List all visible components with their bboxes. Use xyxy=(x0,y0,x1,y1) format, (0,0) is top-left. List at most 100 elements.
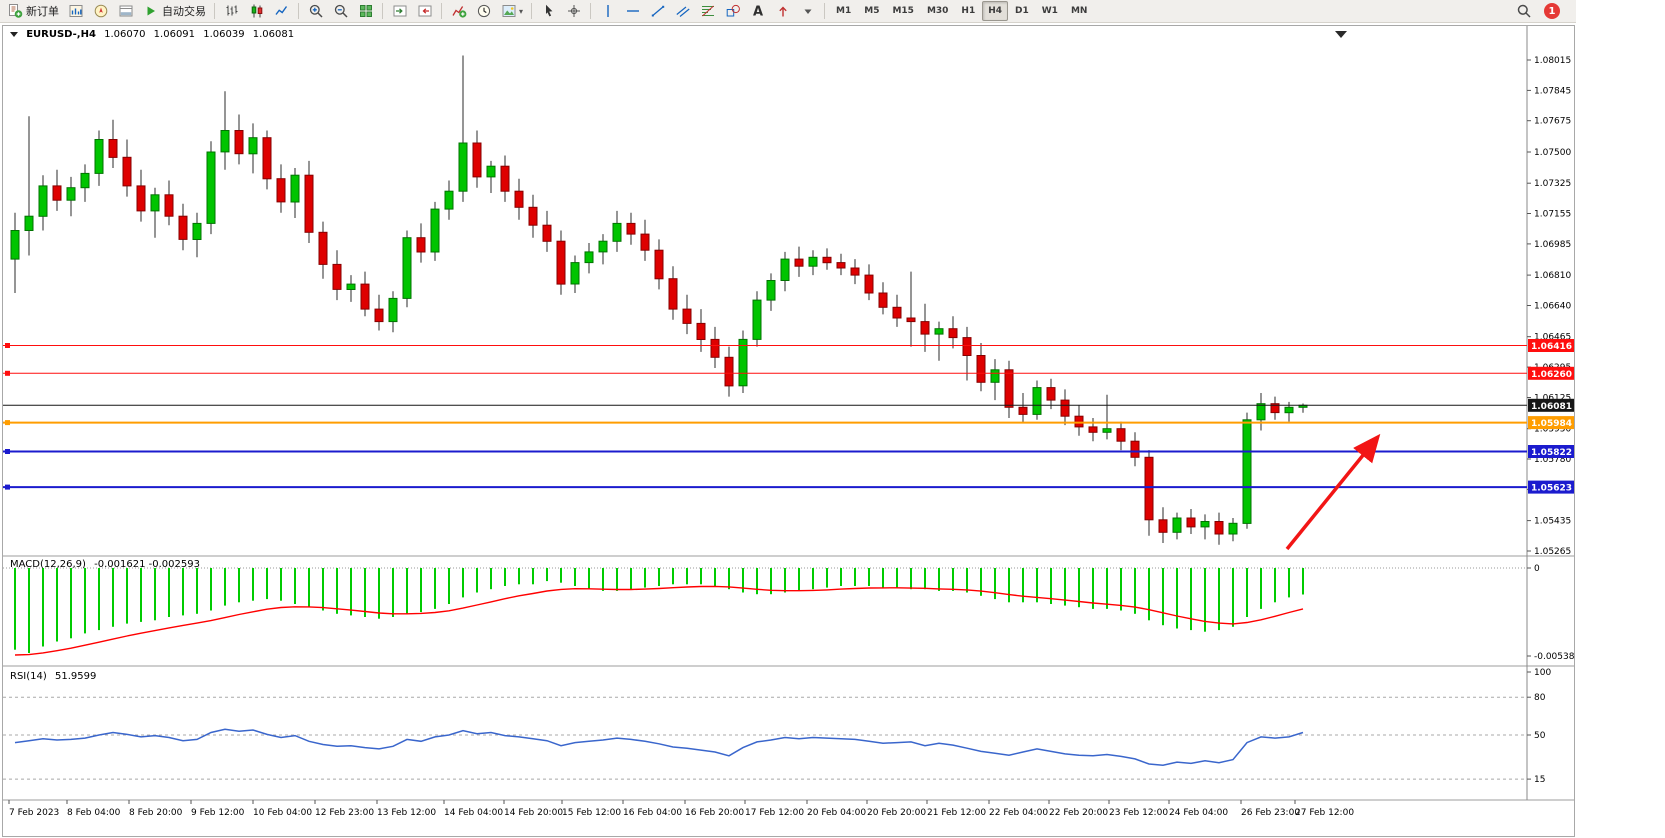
time-axis[interactable]: 7 Feb 2023 8 Feb 04:00 8 Feb 20:00 9 Feb 12… xyxy=(8,800,1354,818)
fibonacci-button[interactable] xyxy=(696,0,720,22)
auto-scroll-icon xyxy=(393,5,407,17)
horizontal-line-object[interactable]: 1.06416 xyxy=(3,339,1574,352)
macd-pane: 0 -0.005384 xyxy=(3,564,1574,662)
zoom-out-button[interactable] xyxy=(329,0,353,22)
macd-signal-line xyxy=(14,585,1304,656)
auto-scroll-button[interactable] xyxy=(388,0,412,22)
candle xyxy=(906,317,916,323)
channel-button[interactable] xyxy=(671,0,695,22)
vertical-line-button[interactable] xyxy=(596,0,620,22)
chart-window: 1.08015 1.07845 1.07675 1.07500 1.07325 1.071… xyxy=(2,25,1575,837)
chart-shift-button[interactable] xyxy=(413,0,437,22)
terminal-icon xyxy=(119,5,133,17)
new-order-button[interactable]: 新订单 xyxy=(3,0,63,22)
candle xyxy=(766,280,776,301)
text-button[interactable]: A xyxy=(746,0,770,22)
search-button[interactable] xyxy=(1512,0,1536,22)
time-axis-label: 9 Feb 12:00 xyxy=(191,808,245,818)
candle xyxy=(122,156,132,187)
candle xyxy=(808,256,818,267)
rsi-pane: 100 80 50 15 xyxy=(3,668,1551,785)
candle xyxy=(52,185,62,201)
candle xyxy=(878,292,888,308)
ohlc-bars-icon xyxy=(226,5,238,16)
periods-button[interactable] xyxy=(472,0,496,22)
navigator-button[interactable] xyxy=(89,0,113,22)
price-axis-label: 1.06810 xyxy=(1534,271,1571,281)
autotrading-play-icon xyxy=(147,6,155,16)
tile-windows-button[interactable] xyxy=(354,0,378,22)
timeframe-h1-button[interactable]: H1 xyxy=(961,6,976,16)
price-axis-label: 1.05950 xyxy=(1534,425,1571,435)
timeframe-d1-button[interactable]: D1 xyxy=(1015,6,1029,16)
timeframe-m30-button[interactable]: M30 xyxy=(926,6,949,16)
toolbar-separator xyxy=(531,3,533,19)
candle xyxy=(822,256,832,264)
current-price-line: 1.06081 xyxy=(3,398,1574,412)
expand-triangle-icon[interactable] xyxy=(10,32,18,37)
pane-separators[interactable] xyxy=(3,555,1574,801)
candle xyxy=(1046,387,1056,401)
candlestick-chart-button[interactable] xyxy=(245,0,269,22)
timeframe-m1-button[interactable]: M1 xyxy=(836,6,852,16)
timeframe-h4-button[interactable]: H4 xyxy=(982,1,1009,21)
market-watch-button[interactable] xyxy=(64,0,88,22)
time-axis-label: 8 Feb 20:00 xyxy=(129,808,183,818)
crosshair-button[interactable] xyxy=(562,0,586,22)
toolbar-separator xyxy=(441,3,442,19)
chart-svg[interactable]: 1.08015 1.07845 1.07675 1.07500 1.07325 1.071… xyxy=(3,26,1574,836)
terminal-button[interactable] xyxy=(114,0,138,22)
shapes-button[interactable] xyxy=(721,0,745,22)
candle xyxy=(1270,403,1280,414)
price-axis-label: 1.06465 xyxy=(1534,333,1571,343)
drawing-tools-dropdown[interactable] xyxy=(796,0,820,22)
market-watch-icon xyxy=(69,5,83,17)
trendline-icon xyxy=(651,5,665,17)
line-chart-button[interactable] xyxy=(270,0,294,22)
fibonacci-icon xyxy=(702,5,715,17)
price-chart[interactable]: 1.08015 1.07845 1.07675 1.07500 1.07325 1.071… xyxy=(3,26,1574,836)
horizontal-line-object[interactable]: 1.05984 xyxy=(3,416,1574,430)
svg-text:1.05984: 1.05984 xyxy=(1531,419,1572,429)
indicators-button[interactable] xyxy=(447,0,471,22)
time-axis-label: 12 Feb 23:00 xyxy=(315,808,374,818)
timeframe-mn-button[interactable]: MN xyxy=(1070,6,1088,16)
chart-shift-marker-icon[interactable] xyxy=(1335,31,1347,38)
candle xyxy=(654,249,664,280)
horizontal-line-button[interactable] xyxy=(621,0,645,22)
autotrading-button[interactable]: 自动交易 xyxy=(139,0,210,22)
cursor-button[interactable] xyxy=(537,0,561,22)
ohlc-high: 1.06091 xyxy=(153,29,196,40)
time-axis-label: 16 Feb 04:00 xyxy=(623,808,682,818)
price-axis-label: 1.06640 xyxy=(1534,302,1571,312)
timeframe-m15-button[interactable]: M15 xyxy=(892,6,914,16)
text-icon: A xyxy=(753,5,763,20)
trend-arrow[interactable] xyxy=(1285,433,1381,551)
arrows-button[interactable] xyxy=(771,0,795,22)
candle xyxy=(1144,456,1154,521)
add-indicator-icon xyxy=(452,6,467,18)
timeframe-w1-button[interactable]: W1 xyxy=(1041,6,1058,16)
candle xyxy=(290,174,300,203)
horizontal-line-object[interactable]: 1.05822 xyxy=(3,445,1574,458)
zoom-out-icon xyxy=(334,4,348,18)
price-axis-label: 1.07675 xyxy=(1534,117,1571,127)
notification-badge[interactable]: 1 xyxy=(1544,3,1560,19)
candle xyxy=(738,338,748,387)
candle xyxy=(374,308,384,323)
time-axis-label: 23 Feb 12:00 xyxy=(1109,808,1168,818)
candle xyxy=(1060,399,1070,417)
zoom-in-button[interactable] xyxy=(304,0,328,22)
horizontal-line-object[interactable]: 1.06260 xyxy=(3,366,1574,380)
timeframe-m5-button[interactable]: M5 xyxy=(864,6,880,16)
ohlc-open: 1.06070 xyxy=(104,29,146,40)
chart-shift-icon xyxy=(418,5,432,17)
trendline-button[interactable] xyxy=(646,0,670,22)
candle xyxy=(1088,426,1098,433)
candle xyxy=(990,369,1000,383)
templates-button[interactable]: ▾ xyxy=(497,0,527,22)
new-order-icon xyxy=(9,4,23,18)
svg-text:50: 50 xyxy=(1534,731,1546,741)
horizontal-line-object[interactable]: 1.05623 xyxy=(3,480,1574,494)
bar-chart-button[interactable] xyxy=(220,0,244,22)
